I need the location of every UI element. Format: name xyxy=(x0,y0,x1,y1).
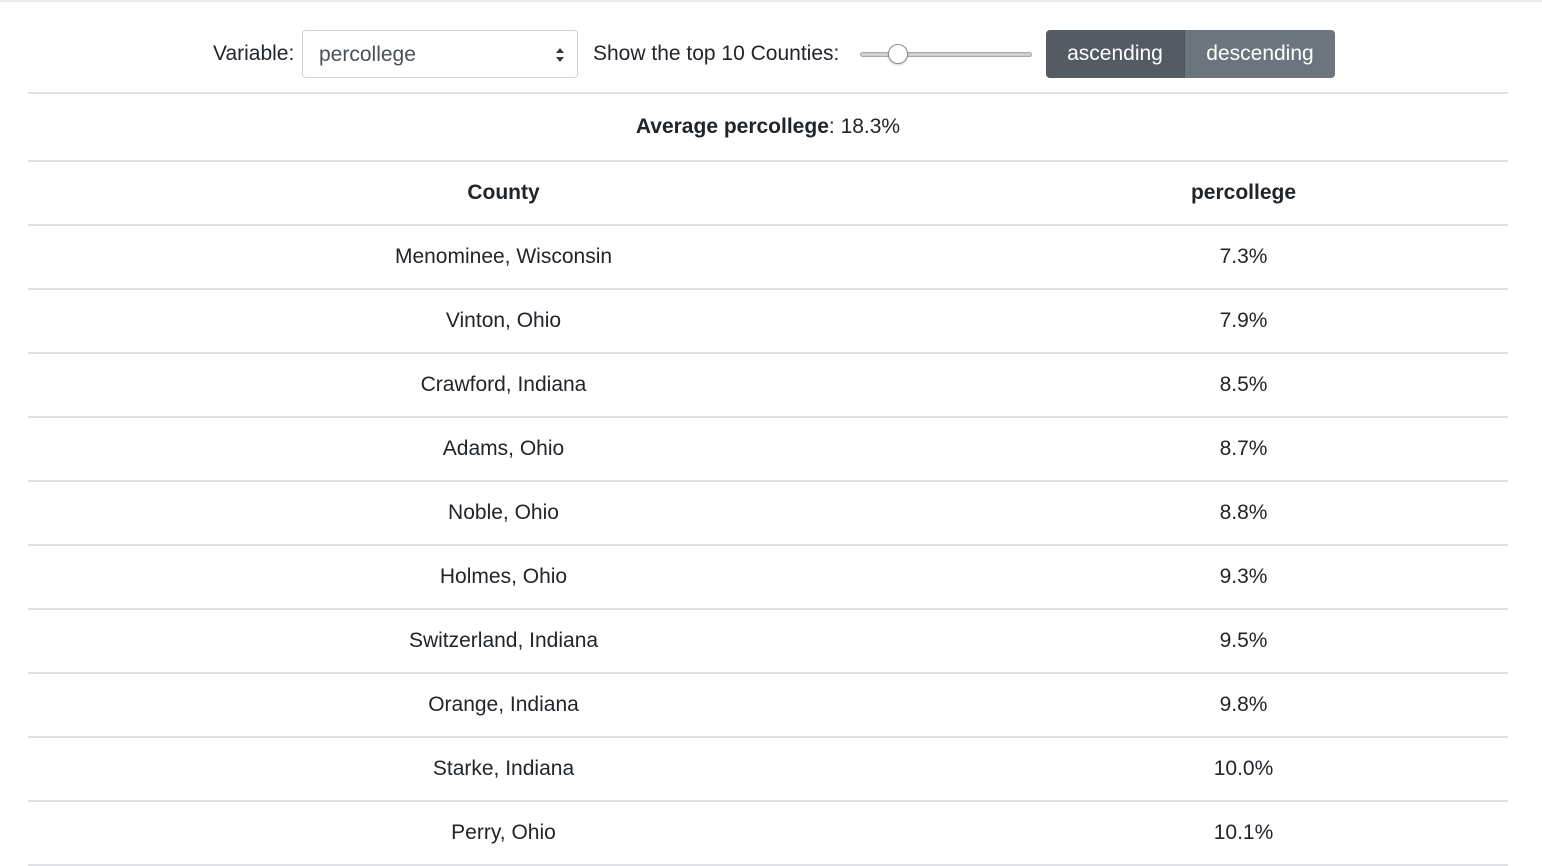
table-row: Noble, Ohio 8.8% xyxy=(28,482,1508,546)
value-cell: 10.1% xyxy=(1213,821,1274,844)
value-cell: 9.5% xyxy=(1219,629,1268,652)
value-cell: 9.8% xyxy=(1219,693,1268,716)
sort-button-group: ascending descending xyxy=(1046,30,1335,78)
table-header: County percollege xyxy=(28,162,1508,226)
table-row: Starke, Indiana 10.0% xyxy=(28,738,1508,802)
table-row: Vinton, Ohio 7.9% xyxy=(28,290,1508,354)
value-cell: 10.0% xyxy=(1213,757,1274,780)
average-separator: : xyxy=(828,115,835,138)
value-cell: 7.9% xyxy=(1219,309,1268,332)
table-row: Holmes, Ohio 9.3% xyxy=(28,546,1508,610)
value-cell: 8.7% xyxy=(1219,437,1268,460)
value-cell: 8.5% xyxy=(1219,373,1268,396)
table-row: Adams, Ohio 8.7% xyxy=(28,418,1508,482)
value-cell: 8.8% xyxy=(1219,501,1268,524)
variable-select-value: percollege xyxy=(319,43,416,66)
column-header-percollege[interactable]: percollege xyxy=(1190,181,1297,204)
value-cell: 7.3% xyxy=(1219,245,1268,268)
average-value: 18.3% xyxy=(840,115,901,138)
average-summary: Average percollege: 18.3% xyxy=(28,94,1508,160)
top-count-label: Show the top 10 Counties: xyxy=(593,42,840,65)
top-count-slider[interactable] xyxy=(860,42,1032,66)
top-divider xyxy=(0,0,1542,2)
county-cell: Crawford, Indiana xyxy=(420,373,587,396)
county-cell: Holmes, Ohio xyxy=(439,565,568,588)
summary-divider xyxy=(28,160,1508,162)
county-cell: Menominee, Wisconsin xyxy=(394,245,613,268)
variable-select[interactable]: percollege xyxy=(302,30,578,78)
county-cell: Perry, Ohio xyxy=(451,821,556,844)
column-header-county[interactable]: County xyxy=(467,181,540,204)
updown-chevron-icon xyxy=(555,45,565,65)
county-cell: Adams, Ohio xyxy=(442,437,565,460)
variable-label: Variable: xyxy=(213,42,295,65)
slider-track[interactable] xyxy=(860,52,1032,57)
results-table: Average percollege: 18.3% County percoll… xyxy=(28,92,1508,866)
county-cell: Vinton, Ohio xyxy=(445,309,562,332)
table-row: Perry, Ohio 10.1% xyxy=(28,802,1508,866)
controls-bar: Variable: percollege Show the top 10 Cou… xyxy=(0,30,1542,80)
slider-thumb[interactable] xyxy=(888,44,908,64)
table-row: Switzerland, Indiana 9.5% xyxy=(28,610,1508,674)
table-row: Menominee, Wisconsin 7.3% xyxy=(28,226,1508,290)
table-row: Crawford, Indiana 8.5% xyxy=(28,354,1508,418)
county-cell: Orange, Indiana xyxy=(428,693,579,716)
county-cell: Switzerland, Indiana xyxy=(408,629,599,652)
county-cell: Starke, Indiana xyxy=(432,757,575,780)
average-label: Average percollege xyxy=(635,115,829,138)
table-top-divider xyxy=(28,92,1508,94)
table-row: Orange, Indiana 9.8% xyxy=(28,674,1508,738)
county-cell: Noble, Ohio xyxy=(448,501,559,524)
descending-button[interactable]: descending xyxy=(1185,30,1335,78)
ascending-button[interactable]: ascending xyxy=(1046,30,1185,78)
value-cell: 9.3% xyxy=(1219,565,1268,588)
